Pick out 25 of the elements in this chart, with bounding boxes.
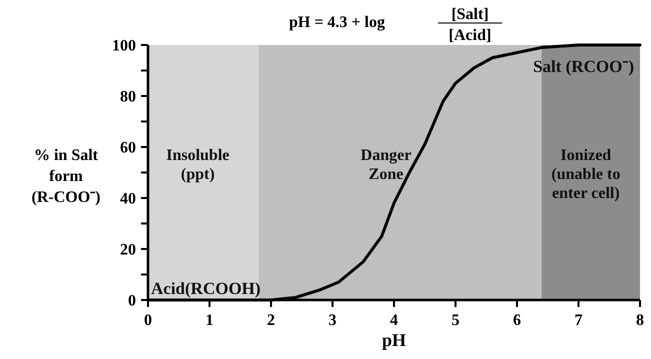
y-tick-label: 60 bbox=[120, 140, 136, 157]
band-label: Insoluble (ppt) bbox=[166, 146, 230, 183]
y-axis-title: % in Salt form (R-COO⁻) bbox=[32, 146, 100, 206]
y-tick-label: 100 bbox=[112, 38, 136, 55]
annotation: Acid(RCOOH) bbox=[151, 279, 261, 298]
y-tick-label: 40 bbox=[120, 190, 136, 208]
x-tick-label: 6 bbox=[513, 312, 521, 329]
x-tick-label: 2 bbox=[267, 312, 275, 329]
x-tick-label: 7 bbox=[574, 312, 582, 329]
text: [Acid] bbox=[448, 27, 492, 44]
x-tick-label: 8 bbox=[636, 312, 644, 329]
x-axis-title: pH bbox=[382, 330, 406, 350]
annotation: Salt (RCOO⁻) bbox=[533, 57, 634, 76]
y-tick-label: 0 bbox=[128, 292, 136, 310]
band-label: Danger Zone bbox=[360, 146, 412, 183]
x-tick-label: 0 bbox=[144, 312, 152, 329]
x-tick-label: 3 bbox=[328, 312, 336, 329]
x-tick-label: 4 bbox=[390, 312, 398, 329]
band-label: Ionized (unable to enter cell) bbox=[551, 146, 620, 202]
x-tick-label: 5 bbox=[452, 312, 460, 329]
y-tick-label: 80 bbox=[120, 88, 136, 106]
chart-title: pH = 4.3 + log bbox=[288, 14, 385, 31]
text: [Salt] bbox=[451, 6, 489, 23]
x-tick-label: 1 bbox=[206, 312, 214, 329]
y-tick-label: 20 bbox=[120, 242, 136, 259]
